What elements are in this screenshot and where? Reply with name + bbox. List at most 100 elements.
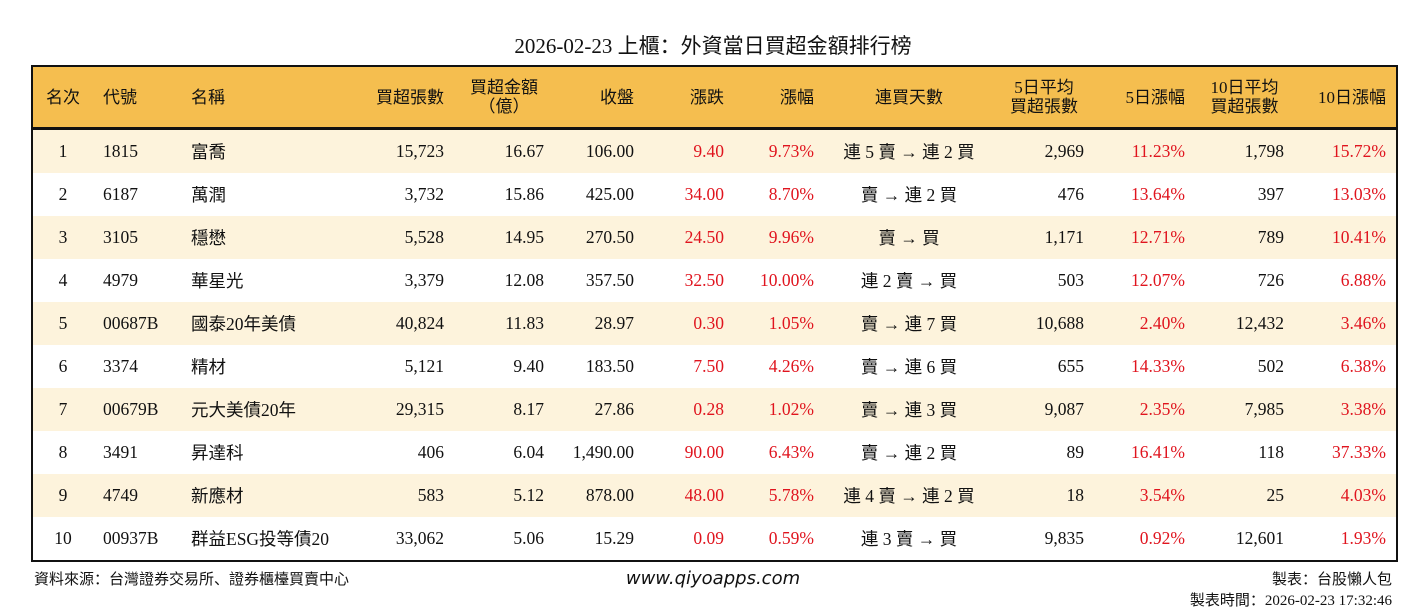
cell-pct5: 12.07% xyxy=(1131,270,1185,290)
cell-avg10-lots: 789 xyxy=(1195,216,1294,259)
cell-name: 元大美債20年 xyxy=(181,388,356,431)
cell-code: 3105 xyxy=(93,216,181,259)
cell-avg5-lots: 10,688 xyxy=(994,302,1094,345)
cell-name: 精材 xyxy=(191,357,226,377)
cell-close: 28.97 xyxy=(554,302,644,345)
cell-net-buy-lots: 3,732 xyxy=(404,184,444,204)
cell-close: 183.50 xyxy=(585,356,634,376)
cell-rank: 4 xyxy=(58,270,68,290)
cell-avg5-lots: 1,171 xyxy=(994,216,1094,259)
cell-code: 3491 xyxy=(103,442,138,462)
cell-close: 1,490.00 xyxy=(572,442,634,462)
cell-name: 萬潤 xyxy=(191,185,226,205)
cell-net-buy-amount: 16.67 xyxy=(454,128,554,173)
cell-pct10: 4.03% xyxy=(1294,474,1397,517)
cell-code: 00687B xyxy=(93,302,181,345)
cell-pct10: 3.46% xyxy=(1294,302,1397,345)
cell-streak: 賣 → 連 2 買 xyxy=(860,443,958,463)
cell-pct5: 2.40% xyxy=(1094,302,1195,345)
cell-change: 0.30 xyxy=(644,302,734,345)
cell-change: 9.40 xyxy=(644,128,734,173)
header-pct10: 10日漲幅 xyxy=(1294,66,1397,130)
table-row: 2 6187 萬潤 3,732 15.86 425.00 34.00 8.70% 賣 → 連 2… xyxy=(32,173,1397,216)
table-row: 8 3491 昇達科 406 6.04 1,490.00 90.00 6.43% 賣 → 連 2… xyxy=(32,431,1397,474)
header-streak: 連買天數 xyxy=(824,66,994,130)
cell-pct5: 16.41% xyxy=(1131,442,1185,462)
cell-net-buy-lots: 29,315 xyxy=(356,388,454,431)
cell-streak: 連 3 賣 → 買 xyxy=(860,529,958,549)
cell-pct5: 12.71% xyxy=(1094,216,1195,259)
cell-close: 15.29 xyxy=(594,528,634,548)
cell-name: 穩懋 xyxy=(181,216,356,259)
cell-change-pct: 8.70% xyxy=(768,184,814,204)
cell-net-buy-amount: 5.06 xyxy=(513,528,544,548)
cell-name: 華星光 xyxy=(191,271,244,291)
cell-pct10: 15.72% xyxy=(1294,128,1397,173)
cell-change-pct: 4.26% xyxy=(768,356,814,376)
cell-code: 3374 xyxy=(103,356,138,376)
cell-change: 48.00 xyxy=(644,474,734,517)
header-rank: 名次 xyxy=(32,66,93,130)
cell-close: 357.50 xyxy=(585,270,634,290)
cell-change: 7.50 xyxy=(693,356,724,376)
cell-rank: 8 xyxy=(58,442,68,462)
cell-net-buy-lots: 40,824 xyxy=(356,302,454,345)
cell-change: 0.28 xyxy=(644,388,734,431)
cell-pct10: 13.03% xyxy=(1332,184,1386,204)
cell-change-pct: 6.43% xyxy=(768,442,814,462)
header-net-buy-amount: 買超金額 （億） xyxy=(454,66,554,130)
header-change: 漲跌 xyxy=(644,66,734,130)
cell-net-buy-amount: 5.12 xyxy=(454,474,554,517)
cell-streak: 連 2 賣 → 買 xyxy=(860,271,958,291)
cell-rank: 6 xyxy=(58,356,68,376)
table-row: 3 3105 穩懋 5,528 14.95 270.50 24.50 9.96% 賣 → 買 1,… xyxy=(32,216,1397,259)
cell-avg10-lots: 502 xyxy=(1257,356,1284,376)
cell-net-buy-lots: 583 xyxy=(356,474,454,517)
cell-name: 新應材 xyxy=(181,474,356,517)
table-row: 6 3374 精材 5,121 9.40 183.50 7.50 4.26% 賣 → 連 6 買… xyxy=(32,345,1397,388)
cell-net-buy-lots: 406 xyxy=(417,442,444,462)
cell-streak: 賣 → 連 2 買 xyxy=(860,185,958,205)
cell-code: 00679B xyxy=(93,388,181,431)
header-pct5: 5日漲幅 xyxy=(1094,66,1195,130)
cell-pct5: 3.54% xyxy=(1094,474,1195,517)
cell-change: 24.50 xyxy=(644,216,734,259)
cell-name: 富喬 xyxy=(181,128,356,173)
website-link[interactable]: www.qiyoapps.com xyxy=(625,568,801,589)
cell-net-buy-lots: 5,121 xyxy=(404,356,444,376)
cell-change: 0.09 xyxy=(693,528,724,548)
cell-streak: 賣 → 連 3 買 xyxy=(824,388,994,431)
data-source: 資料來源：台灣證券交易所、證券櫃檯買賣中心 xyxy=(34,572,350,588)
cell-name: 國泰20年美債 xyxy=(181,302,356,345)
cell-streak: 賣 → 買 xyxy=(824,216,994,259)
cell-change-pct: 0.59% xyxy=(768,528,814,548)
cell-net-buy-amount: 6.04 xyxy=(513,442,544,462)
header-name: 名稱 xyxy=(181,66,356,130)
cell-pct10: 37.33% xyxy=(1332,442,1386,462)
table-row: 1 1815 富喬 15,723 16.67 106.00 9.40 9.73% 連 5 賣 →… xyxy=(32,128,1397,173)
cell-pct5: 14.33% xyxy=(1131,356,1185,376)
cell-name: 昇達科 xyxy=(191,443,244,463)
cell-pct10: 3.38% xyxy=(1294,388,1397,431)
cell-code: 4979 xyxy=(103,270,138,290)
author-label: 製表：台股懶人包 xyxy=(1271,572,1392,588)
cell-change-pct: 9.96% xyxy=(734,216,824,259)
cell-change-pct: 1.05% xyxy=(734,302,824,345)
cell-close: 106.00 xyxy=(554,128,644,173)
header-code: 代號 xyxy=(93,66,181,130)
cell-change: 32.50 xyxy=(684,270,724,290)
cell-avg5-lots: 9,835 xyxy=(1044,528,1084,548)
cell-change-pct: 5.78% xyxy=(734,474,824,517)
cell-code: 1815 xyxy=(93,128,181,173)
cell-code: 4749 xyxy=(93,474,181,517)
cell-rank: 3 xyxy=(32,216,93,259)
cell-name: 群益ESG投等債20 xyxy=(191,529,330,549)
cell-rank: 1 xyxy=(32,128,93,173)
cell-rank: 7 xyxy=(32,388,93,431)
cell-streak: 賣 → 連 6 買 xyxy=(860,357,958,377)
cell-net-buy-amount: 8.17 xyxy=(454,388,554,431)
cell-net-buy-amount: 15.86 xyxy=(504,184,544,204)
cell-code: 00937B xyxy=(103,528,159,548)
cell-streak: 賣 → 連 7 買 xyxy=(824,302,994,345)
cell-close: 27.86 xyxy=(554,388,644,431)
